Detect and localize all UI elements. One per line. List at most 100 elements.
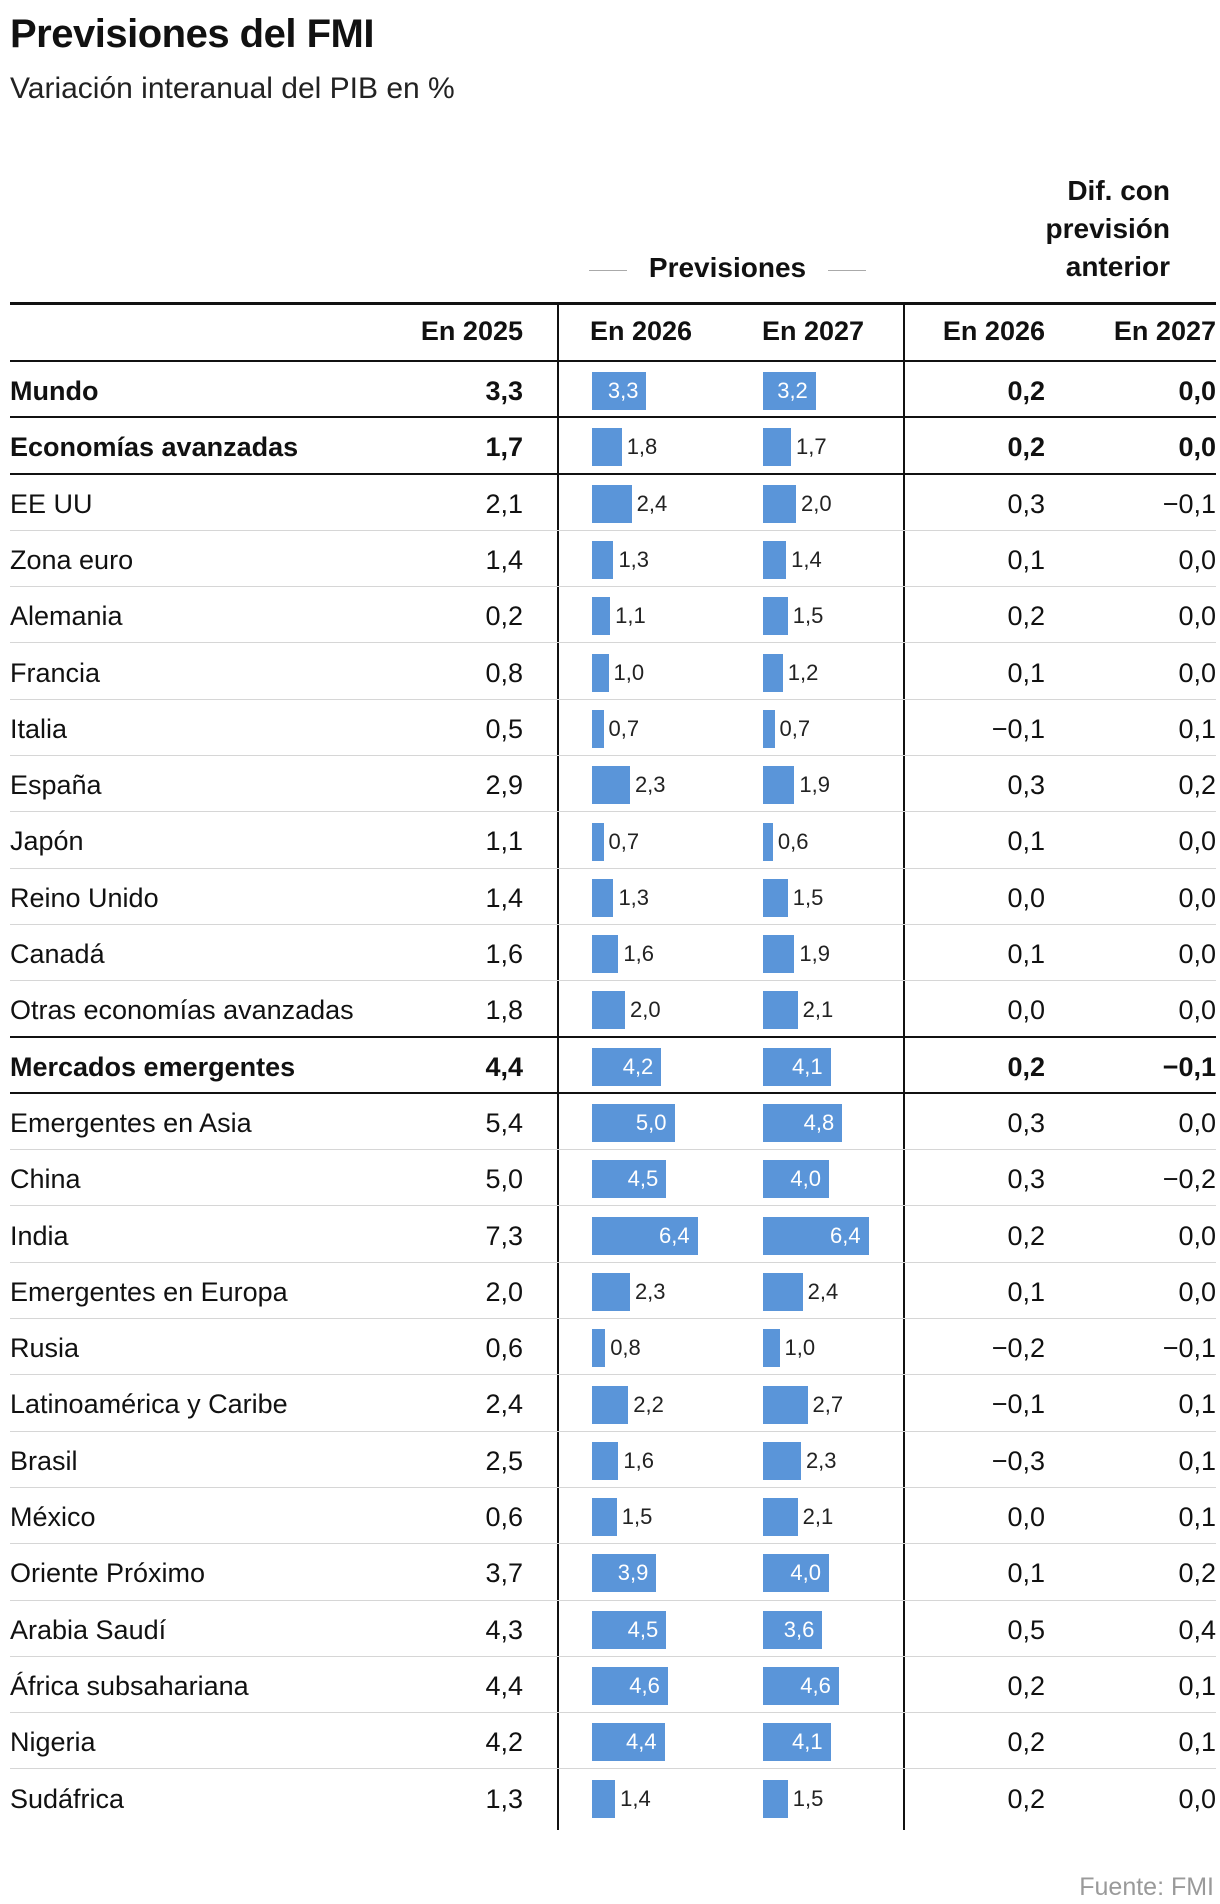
table-row: Arabia Saudí 4,3 0,5 0,4 4,5 3,6 [0,1601,1220,1657]
bar-label-v2027: 0,7 [779,715,811,741]
value-2025: 7,3 [485,1220,523,1251]
table-row: Emergentes en Europa 2,0 0,1 0,0 2,3 2,4 [0,1263,1220,1320]
row-separator [10,1655,1216,1657]
chart-title: Previsiones del FMI [10,12,374,56]
bar-label-v2027: 4,0 [790,1166,821,1192]
bar-label-v2026: 1,5 [621,1504,653,1530]
bar-v2026 [592,1779,616,1818]
value-2025: 5,0 [485,1164,523,1195]
bar-v2027 [763,1160,829,1199]
source-note: Fuente: FMI [1079,1873,1214,1901]
value-2025: 2,9 [485,770,523,801]
bar-v2027 [763,766,795,805]
value-2025: 5,4 [485,1107,523,1138]
diff-2026: 0,0 [1007,882,1045,913]
bar-v2026 [592,653,609,692]
row-name: Otras economías avanzadas [10,995,354,1026]
row-name: Zona euro [10,544,134,575]
row-separator [10,1035,1216,1038]
diff-2026: −0,3 [991,1445,1045,1476]
row-separator [10,586,1216,588]
bar-v2027 [763,935,795,974]
table-row: Otras economías avanzadas 1,8 0,0 0,0 2,0 2,1 [0,981,1220,1038]
row-name: Mundo [10,376,99,406]
diff-2026: 0,1 [1007,1276,1045,1307]
value-2025: 3,3 [485,376,523,406]
bar-label-v2027: 1,9 [799,772,830,798]
row-separator [10,1430,1216,1432]
bar-v2027 [763,1554,829,1593]
bar-label-v2027: 4,0 [790,1560,821,1586]
row-name: Nigeria [10,1727,96,1758]
diff-2027: 0,0 [1178,995,1216,1026]
bar-label-v2027: 4,8 [803,1110,835,1136]
row-name: Mercados emergentes [10,1051,296,1082]
bar-v2026 [592,1329,606,1368]
bar-label-v2027: 2,3 [805,1447,837,1473]
bar-v2026 [592,1441,619,1480]
bar-v2027 [763,1329,780,1368]
row-separator [10,923,1216,925]
table-row: Japón 1,1 0,1 0,0 0,7 0,6 [0,812,1220,869]
diff-2027: 0,2 [1178,1558,1216,1589]
bar-label-v2026: 1,6 [623,1447,654,1473]
diff-2027: 0,1 [1178,1502,1216,1532]
diff-2026: 0,1 [1007,826,1045,857]
col-header-2027: En 2027 [762,316,865,346]
diff-2026: 0,5 [1007,1614,1045,1645]
row-name: España [10,770,102,801]
value-2025: 0,8 [485,657,523,688]
table-row: Mercados emergentes 4,4 0,2 −0,1 4,2 4,1 [0,1038,1220,1094]
bar-v2026 [592,1160,667,1199]
row-name: Arabia Saudí [10,1614,167,1645]
header-diff-line-3: anterior [1065,251,1170,282]
row-separator [10,980,1216,982]
bar-v2027 [763,991,798,1030]
diff-2027: 0,0 [1178,376,1216,406]
table-row: Italia 0,5 −0,1 0,1 0,7 0,7 [0,700,1220,757]
diff-2026: −0,1 [991,713,1045,744]
row-name: México [10,1502,96,1532]
row-name: Francia [10,657,101,688]
bar-label-v2026: 1,3 [618,547,650,573]
bar-label-v2027: 6,4 [830,1222,861,1248]
diff-2026: 0,2 [1007,601,1045,632]
bar-v2027 [763,541,787,580]
top-rule [10,302,1216,305]
header-diff-line-2: previsión [1045,213,1170,244]
table-row: Emergentes en Asia 5,4 0,3 0,0 5,0 4,8 [0,1094,1220,1151]
bar-label-v2027: 1,5 [792,1785,824,1811]
bar-label-v2026: 4,4 [626,1729,657,1755]
row-separator [10,1318,1216,1320]
diff-2027: 0,0 [1178,826,1216,857]
row-name: Japón [10,826,84,857]
header-previsiones-group: Previsiones [555,250,900,290]
table-row: Brasil 2,5 −0,3 0,1 1,6 2,3 [0,1432,1220,1488]
diff-2027: 0,1 [1178,1389,1216,1420]
bar-v2026 [592,597,611,636]
value-2025: 1,8 [485,995,523,1026]
bar-v2026 [592,1610,667,1649]
diff-2026: 0,3 [1007,1164,1045,1195]
diff-2026: 0,2 [1007,1783,1045,1814]
bar-v2027 [763,1441,801,1480]
value-2025: 0,6 [485,1502,523,1532]
bar-label-v2026: 1,6 [623,941,654,967]
table-row: Nigeria 4,2 0,2 0,1 4,4 4,1 [0,1713,1220,1770]
value-2025: 2,0 [485,1276,523,1307]
diff-2026: 0,0 [1007,1502,1045,1532]
table-row: Reino Unido 1,4 0,0 0,0 1,3 1,5 [0,869,1220,925]
row-separator [10,698,1216,700]
bar-v2026 [592,1554,657,1593]
bar-v2026 [592,709,604,748]
header-rule [10,360,1216,362]
row-name: Sudáfrica [10,1783,125,1814]
row-name: África subsahariana [10,1670,249,1701]
table-row: Oriente Próximo 3,7 0,1 0,2 3,9 4,0 [0,1544,1220,1601]
bar-v2026 [592,935,619,974]
bar-v2026 [592,541,614,580]
row-name: Economías avanzadas [10,432,299,463]
table-row: África subsahariana 4,4 0,2 0,1 4,6 4,6 [0,1657,1220,1714]
bar-label-v2027: 4,1 [792,1729,823,1755]
bar-label-v2026: 5,0 [635,1110,667,1136]
